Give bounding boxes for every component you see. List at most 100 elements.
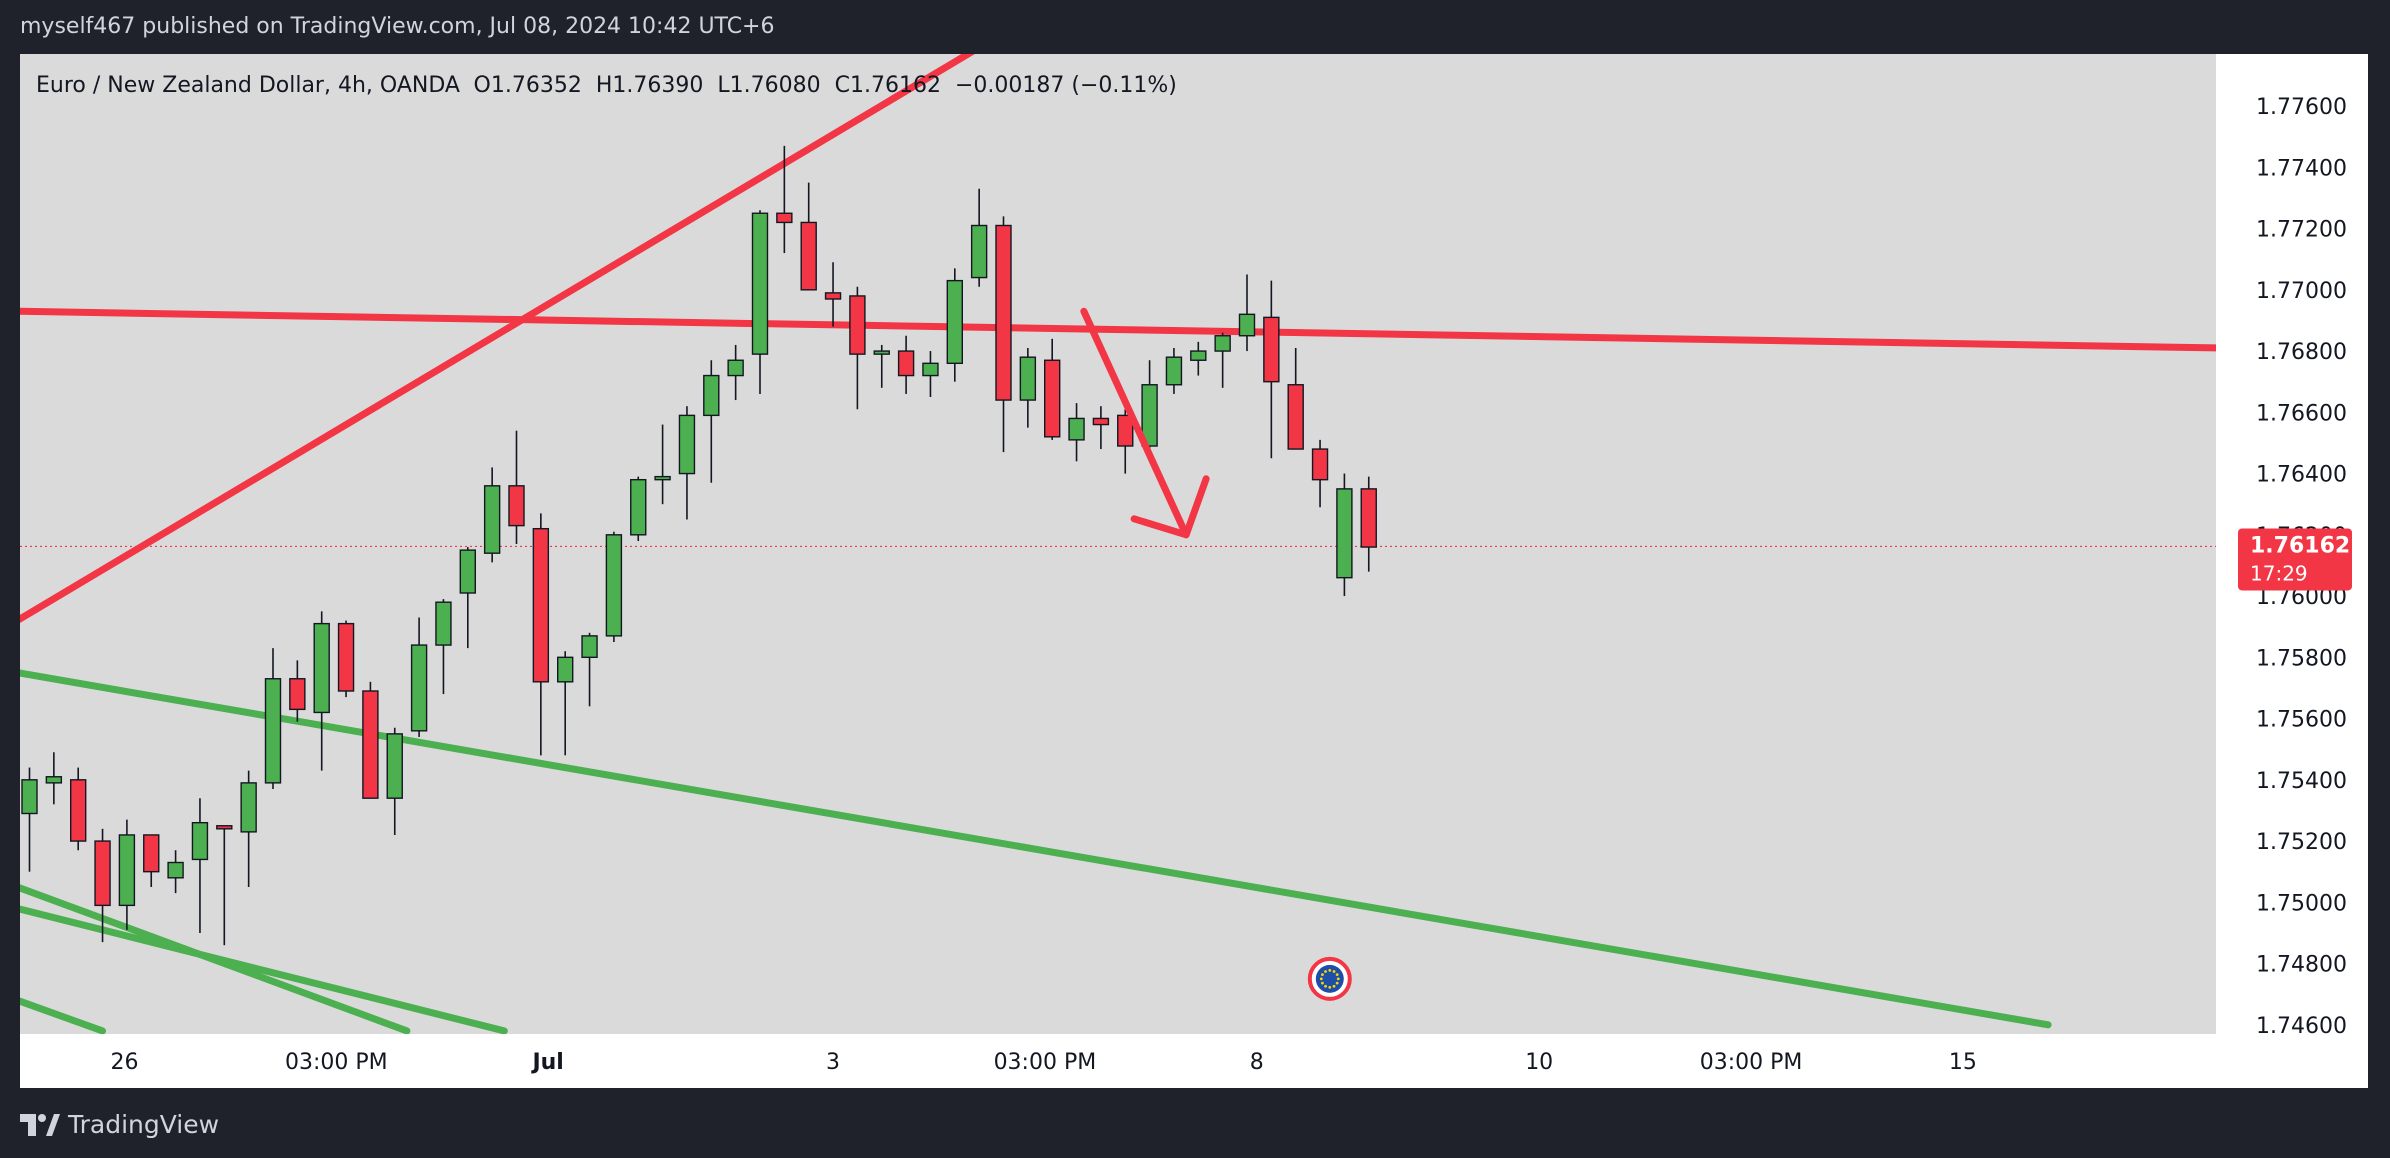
up-candle[interactable] [946,279,963,365]
down-candle[interactable] [849,295,866,355]
symbol-name: Euro / New Zealand Dollar, 4h, OANDA [36,73,460,98]
up-candle[interactable] [1141,384,1158,447]
plot-layer [20,54,2368,1034]
red-rising-line[interactable] [20,54,1086,624]
y-tick-label: 1.75600 [2256,708,2347,733]
up-candle[interactable] [1336,488,1353,579]
x-tick-label: Jul [530,1050,563,1075]
down-candle[interactable] [70,779,87,842]
open-label: O [474,73,491,98]
up-candle[interactable] [873,350,890,355]
up-candle[interactable] [970,224,988,279]
down-candle[interactable] [94,840,111,907]
up-candle[interactable] [751,212,769,355]
up-candle[interactable] [581,635,598,659]
down-candle[interactable] [1311,448,1329,481]
up-candle[interactable] [435,601,452,646]
tradingview-brand-label[interactable]: TradingView [68,1110,220,1139]
green-lower-line-3[interactable] [20,997,107,1034]
up-candle[interactable] [1165,356,1183,386]
down-candle[interactable] [1287,384,1304,450]
x-tick-label: 3 [826,1050,840,1075]
up-candle[interactable] [1214,335,1231,352]
eu-flag-icon-disc [1315,964,1344,993]
low-label: L [717,73,730,98]
up-candle[interactable] [1238,313,1256,337]
eu-flag-star [1335,981,1339,985]
down-arrow-shaft[interactable] [1080,307,1190,539]
down-candle[interactable] [532,527,550,683]
eu-flag-star [1324,970,1327,973]
x-tick-label: 15 [1949,1050,1977,1075]
down-candle[interactable] [143,834,160,873]
down-candle[interactable] [1043,359,1061,438]
y-tick-label: 1.75200 [2256,830,2347,855]
y-tick-label: 1.77200 [2256,218,2347,243]
down-candle[interactable] [337,622,355,692]
up-candle[interactable] [459,549,476,594]
y-tick-label: 1.75400 [2256,769,2347,794]
plot-area[interactable] [20,54,2216,1034]
down-candle[interactable] [995,224,1012,401]
x-tick-label: 03:00 PM [1700,1050,1803,1075]
down-candle[interactable] [800,221,817,291]
down-candle[interactable] [289,678,306,711]
y-tick-label: 1.76400 [2256,463,2347,488]
up-candle[interactable] [313,622,330,714]
up-candle[interactable] [191,821,209,861]
up-candle[interactable] [727,359,744,377]
down-candle[interactable] [776,212,793,224]
up-candle[interactable] [45,776,63,784]
high-label: H [596,73,613,98]
up-candle[interactable] [386,733,403,799]
eu-flag-star [1328,968,1332,972]
up-candle[interactable] [654,475,671,481]
up-candle[interactable] [410,644,428,732]
down-candle[interactable] [508,485,525,527]
current-price-tag[interactable] [2238,528,2352,591]
tradingview-logo-icon[interactable] [20,1113,60,1136]
down-candle[interactable] [824,292,842,300]
up-candle[interactable] [605,534,623,637]
eu-flag-star [1332,970,1336,973]
eu-flag-star [1328,985,1332,989]
high-value: 1.76390 [612,73,703,98]
up-candle[interactable] [118,834,136,907]
up-candle[interactable] [264,678,282,784]
up-candle[interactable] [630,478,647,536]
down-candle[interactable] [216,825,233,830]
down-candle[interactable] [1117,414,1134,447]
up-candle[interactable] [1068,417,1085,441]
eu-flag-star [1324,984,1327,988]
up-candle[interactable] [167,861,184,879]
down-candle[interactable] [1360,488,1377,548]
down-candle[interactable] [1092,417,1110,426]
up-candle[interactable] [240,782,257,833]
up-candle[interactable] [483,485,501,554]
up-candle[interactable] [557,656,574,683]
green-lower-line-2[interactable] [20,905,508,1034]
green-channel-line[interactable] [20,669,2052,1029]
y-tick-label: 1.77400 [2256,156,2347,181]
x-tick-label: 03:00 PM [285,1050,388,1075]
down-candle[interactable] [362,690,379,799]
up-candle[interactable] [1190,350,1207,361]
down-candle[interactable] [897,350,915,377]
open-value: 1.76352 [491,73,582,98]
up-candle[interactable] [21,779,38,815]
up-candle[interactable] [922,362,939,377]
down-candle[interactable] [1263,316,1280,383]
up-candle[interactable] [1019,356,1037,401]
up-candle[interactable] [678,414,696,475]
down-arrow-head[interactable] [1130,475,1210,539]
footer: TradingView [20,1110,219,1139]
eu-flag-star [1319,977,1323,981]
red-horizontal-line[interactable] [20,307,2368,352]
chart-pane[interactable]: 1.77600 1.77400 1.77200 1.77000 1.76800 1.766… [20,54,2368,1088]
x-tick-label: 8 [1250,1050,1264,1075]
eu-flag-star [1336,977,1340,981]
candlestick-chart[interactable]: 1.77600 1.77400 1.77200 1.77000 1.76800 1.766… [20,54,2368,1088]
eu-flag-star [1335,973,1339,977]
up-candle[interactable] [703,374,720,417]
y-tick-label: 1.75000 [2256,891,2347,916]
